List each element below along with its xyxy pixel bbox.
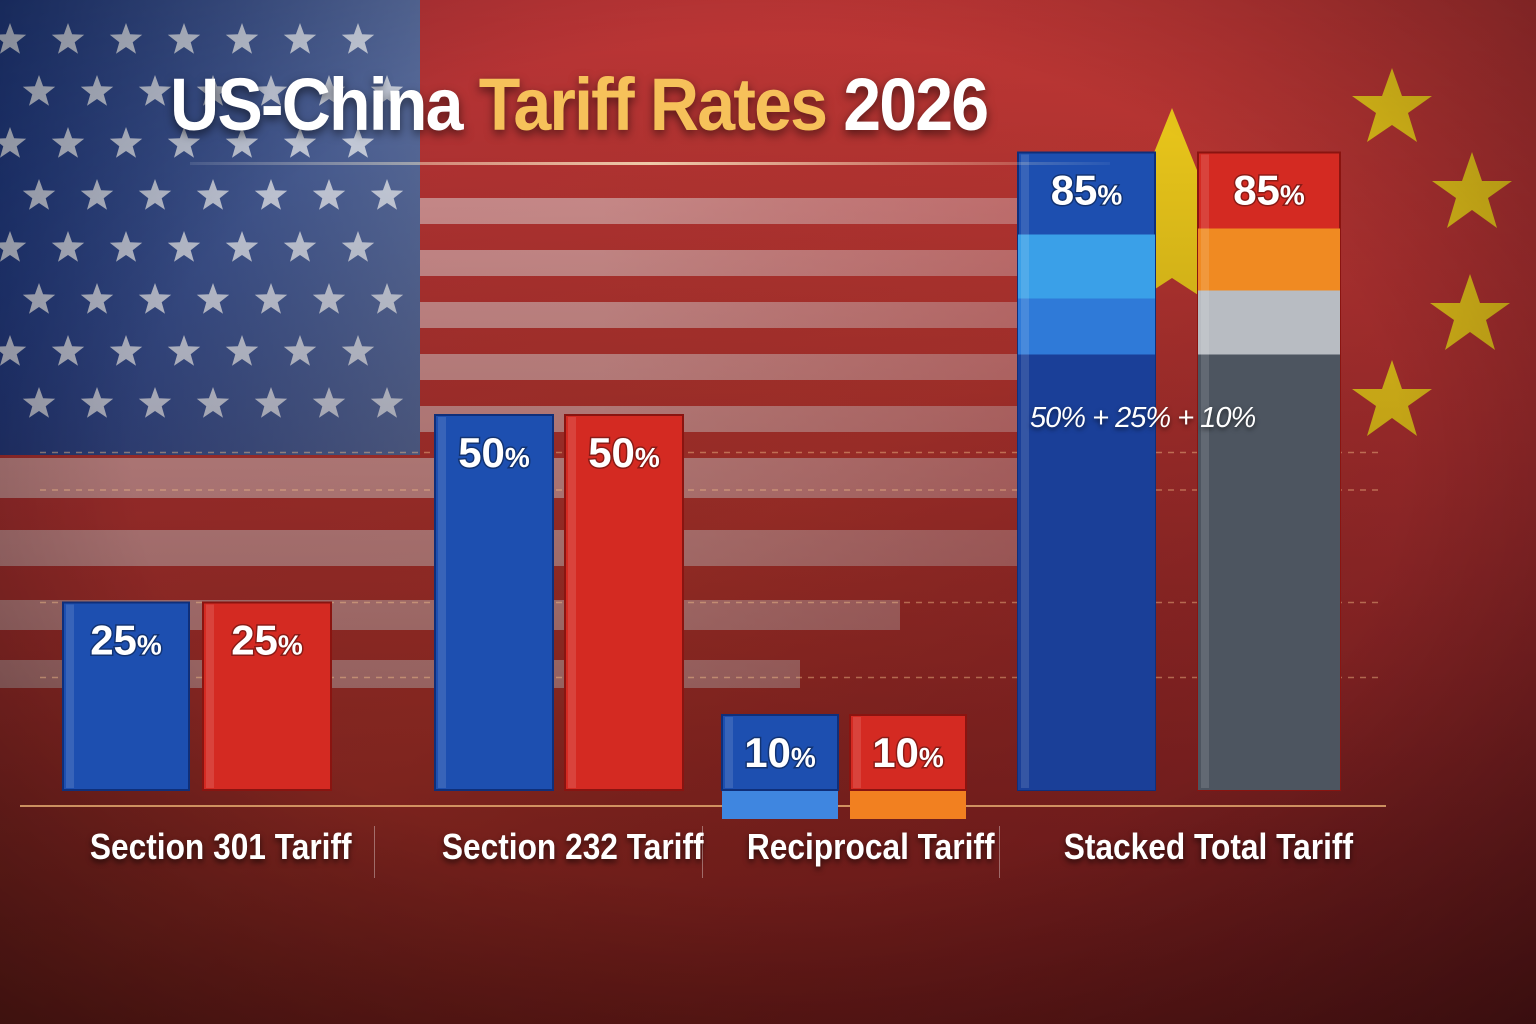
bar-us-1 [62,601,190,791]
bar-sheen [1021,154,1029,788]
bar-us-4 [1017,151,1156,791]
bar-value-label: 85% [1051,167,1123,214]
bar-body [849,714,967,791]
bar-value-label: 85% [1233,167,1305,214]
bar-segment [1198,354,1340,790]
bar-value-label: 25% [231,617,303,664]
bar-segment [1018,298,1155,355]
bar-sheen [438,417,446,788]
title-part-1: US-China [170,63,463,146]
bar-sheen [853,717,861,788]
bar-body [564,414,684,791]
bar-segment [1018,354,1155,790]
bar-value-label: 10% [744,729,816,776]
bar-us-2 [434,414,554,791]
title-part-2: Tariff Rates [478,63,828,146]
bar-value-label: 25% [90,617,162,664]
bar-segment [1018,234,1155,299]
bar-sheen [725,717,733,788]
bar-body [721,714,839,791]
bar-segment [722,791,838,819]
bar-segment [1198,290,1340,355]
bar-china-4 [1197,151,1341,791]
bar-china-2 [564,414,684,791]
bar-china-1 [202,601,332,791]
bar-us-3 [721,714,839,819]
bar-segment [850,791,966,819]
bar-china-3 [849,714,967,819]
category-divider [999,826,1000,878]
bar-sheen [66,604,74,788]
bar-body [434,414,554,791]
bar-sheen [206,604,214,788]
title-part-3: 2026 [843,63,989,146]
category-divider [374,826,375,878]
chart-title: US-China Tariff Rates 2026 [170,62,989,147]
bar-value-label: 50% [458,429,530,476]
category-label-reciprocal: Reciprocal Tariff [746,826,995,867]
bar-body [62,601,190,791]
bar-segment [1198,228,1340,291]
category-label-stacked-total: Stacked Total Tariff [1063,826,1354,867]
bar-value-label: 10% [872,729,944,776]
title-underline [190,162,1110,165]
bar-sheen [1201,154,1209,788]
category-label-section-301: Section 301 Tariff [89,826,352,867]
bar-sheen [568,417,576,788]
category-label-section-232: Section 232 Tariff [441,826,704,867]
stacked-annotation: 50% + 25% + 10% [1030,402,1256,434]
category-divider [702,826,703,878]
bar-value-label: 50% [588,429,660,476]
bar-body [202,601,332,791]
